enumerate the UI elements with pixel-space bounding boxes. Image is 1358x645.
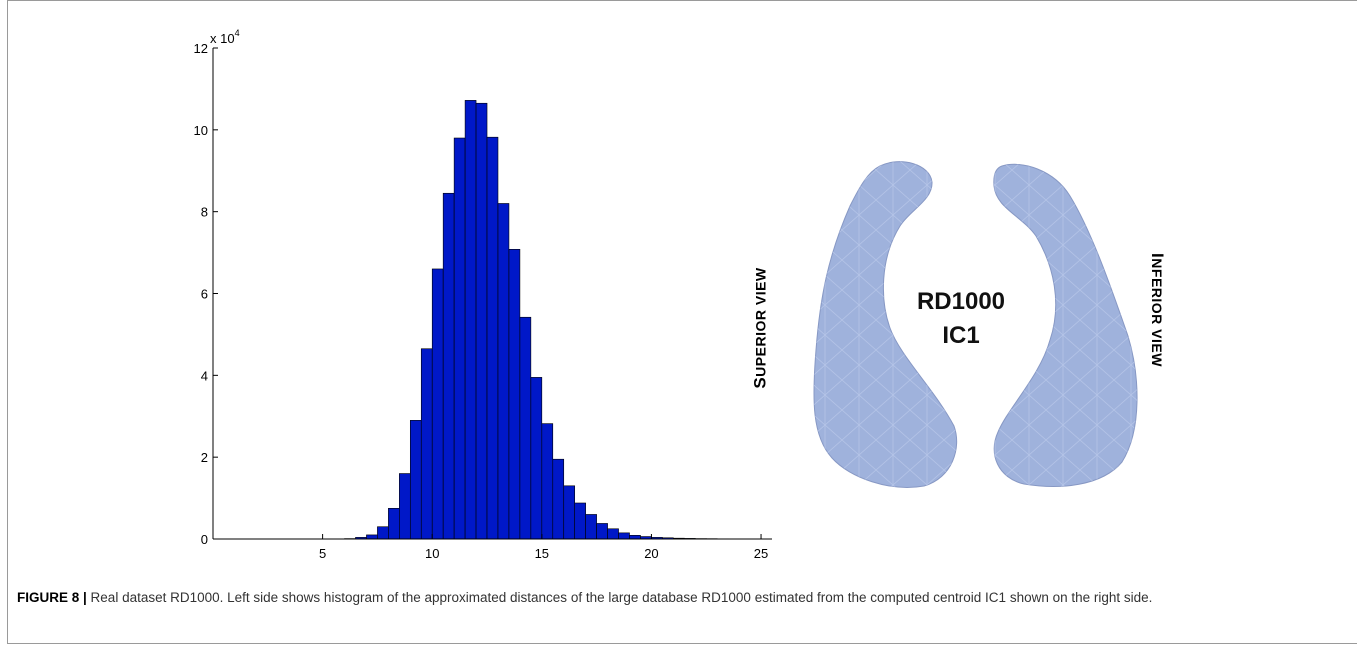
histogram-bar-7 [420, 348, 433, 540]
y-multiplier-exponent: 4 [235, 28, 240, 38]
y-tick-label-0: 0 [201, 532, 208, 547]
x-tick-label-1: 10 [425, 546, 439, 561]
histogram-bar-4 [388, 508, 400, 540]
histogram-bar-11 [464, 100, 477, 540]
histogram-bar-26 [629, 535, 641, 540]
y-multiplier-base: x 10 [210, 31, 235, 46]
inferior-view-label: INFERIOR VIEW [1147, 253, 1167, 367]
right-mesh-facets [993, 164, 1138, 487]
histogram-bar-25 [618, 532, 630, 540]
centroid-label: RD1000 IC1 [902, 285, 1020, 353]
inferior-view-text: NFERIOR VIEW [1148, 258, 1165, 367]
centroid-name: IC1 [942, 322, 980, 349]
x-tick-label-2: 15 [535, 546, 549, 561]
histogram-bar-12 [475, 102, 488, 540]
histogram-bar-13 [486, 136, 499, 540]
x-tick-label-4: 25 [754, 546, 768, 561]
x-tick-label-0: 5 [319, 546, 326, 561]
histogram-bar-6 [409, 420, 422, 540]
hippocampus-mesh [813, 161, 1138, 488]
figure-number: FIGURE 8 | [17, 590, 87, 605]
histogram-bar-9 [442, 192, 455, 540]
left-mesh-facets [813, 161, 957, 488]
superior-view-text: UPERIOR VIEW [752, 267, 769, 377]
y-tick-label-5: 10 [194, 123, 208, 138]
histogram-bar-18 [541, 423, 554, 540]
histogram-bar-8 [431, 268, 444, 540]
histogram-bar-23 [596, 523, 608, 540]
histogram-bar-15 [508, 249, 521, 540]
y-tick-label-1: 2 [201, 450, 208, 465]
histogram-bar-14 [497, 203, 510, 540]
histogram-bar-21 [574, 502, 586, 540]
caption-text: Real dataset RD1000. Left side shows his… [86, 590, 1153, 605]
histogram-bar-2 [366, 534, 378, 540]
histogram-bar-16 [519, 316, 532, 540]
axis-ticks: 5 10 15 20 25 0 2 4 6 8 10 12 [194, 41, 769, 561]
dataset-name: RD1000 [916, 288, 1006, 315]
histogram-bar-20 [563, 485, 576, 540]
top-rule [7, 0, 1357, 1]
y-multiplier-label: x 104 [210, 28, 240, 46]
histogram-bar-5 [399, 473, 411, 540]
histogram-bar-10 [453, 137, 466, 540]
figure-caption: FIGURE 8 | Real dataset RD1000. Left sid… [17, 588, 1337, 608]
histogram-bars [344, 100, 740, 540]
y-tick-label-4: 8 [201, 205, 208, 220]
y-tick-label-6: 12 [194, 41, 208, 56]
histogram-bar-22 [585, 514, 597, 540]
superior-view-initial: S [750, 376, 770, 389]
histogram-bar-17 [530, 377, 543, 540]
histogram-bar-24 [607, 528, 619, 540]
y-tick-label-2: 4 [201, 368, 208, 383]
histogram-bar-3 [377, 526, 389, 540]
y-tick-label-3: 6 [201, 287, 208, 302]
figure-frame [7, 0, 1357, 644]
superior-view-label: SUPERIOR VIEW [751, 267, 771, 388]
histogram-bar-19 [552, 458, 565, 540]
x-tick-label-3: 20 [644, 546, 658, 561]
